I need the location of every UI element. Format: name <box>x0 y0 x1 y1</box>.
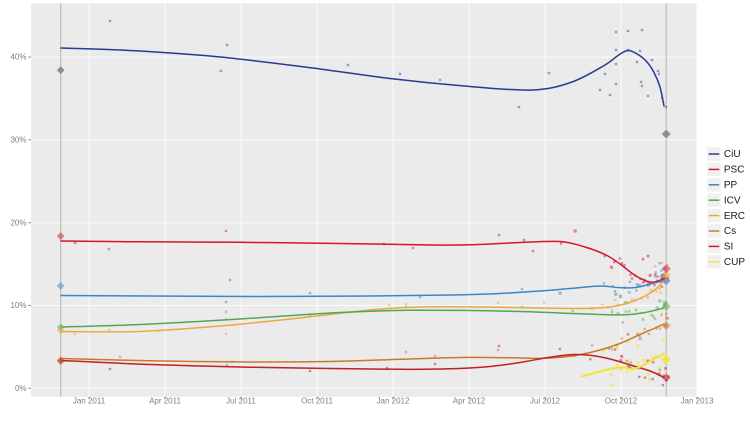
svg-text:PSC: PSC <box>724 165 745 176</box>
svg-text:10%: 10% <box>10 301 26 310</box>
svg-text:Jan 2013: Jan 2013 <box>681 397 714 406</box>
svg-text:CUP: CUP <box>724 257 745 268</box>
svg-text:Apr 2012: Apr 2012 <box>453 397 486 406</box>
svg-text:SI: SI <box>724 242 733 253</box>
svg-text:ICV: ICV <box>724 195 741 206</box>
svg-text:Jan 2011: Jan 2011 <box>73 397 106 406</box>
svg-text:0%: 0% <box>15 384 27 393</box>
svg-text:PP: PP <box>724 180 738 191</box>
svg-text:40%: 40% <box>10 53 26 62</box>
svg-text:Jan 2012: Jan 2012 <box>377 397 410 406</box>
svg-text:Jul 2011: Jul 2011 <box>226 397 256 406</box>
svg-text:ERC: ERC <box>724 211 745 222</box>
svg-text:Cs: Cs <box>724 226 736 237</box>
svg-text:Apr 2011: Apr 2011 <box>149 397 181 406</box>
svg-text:Jul 2012: Jul 2012 <box>530 397 561 406</box>
svg-text:20%: 20% <box>10 218 26 227</box>
svg-text:30%: 30% <box>10 136 26 145</box>
svg-text:CiU: CiU <box>724 149 741 160</box>
svg-text:Oct 2011: Oct 2011 <box>301 397 333 406</box>
svg-text:Oct 2012: Oct 2012 <box>605 397 638 406</box>
